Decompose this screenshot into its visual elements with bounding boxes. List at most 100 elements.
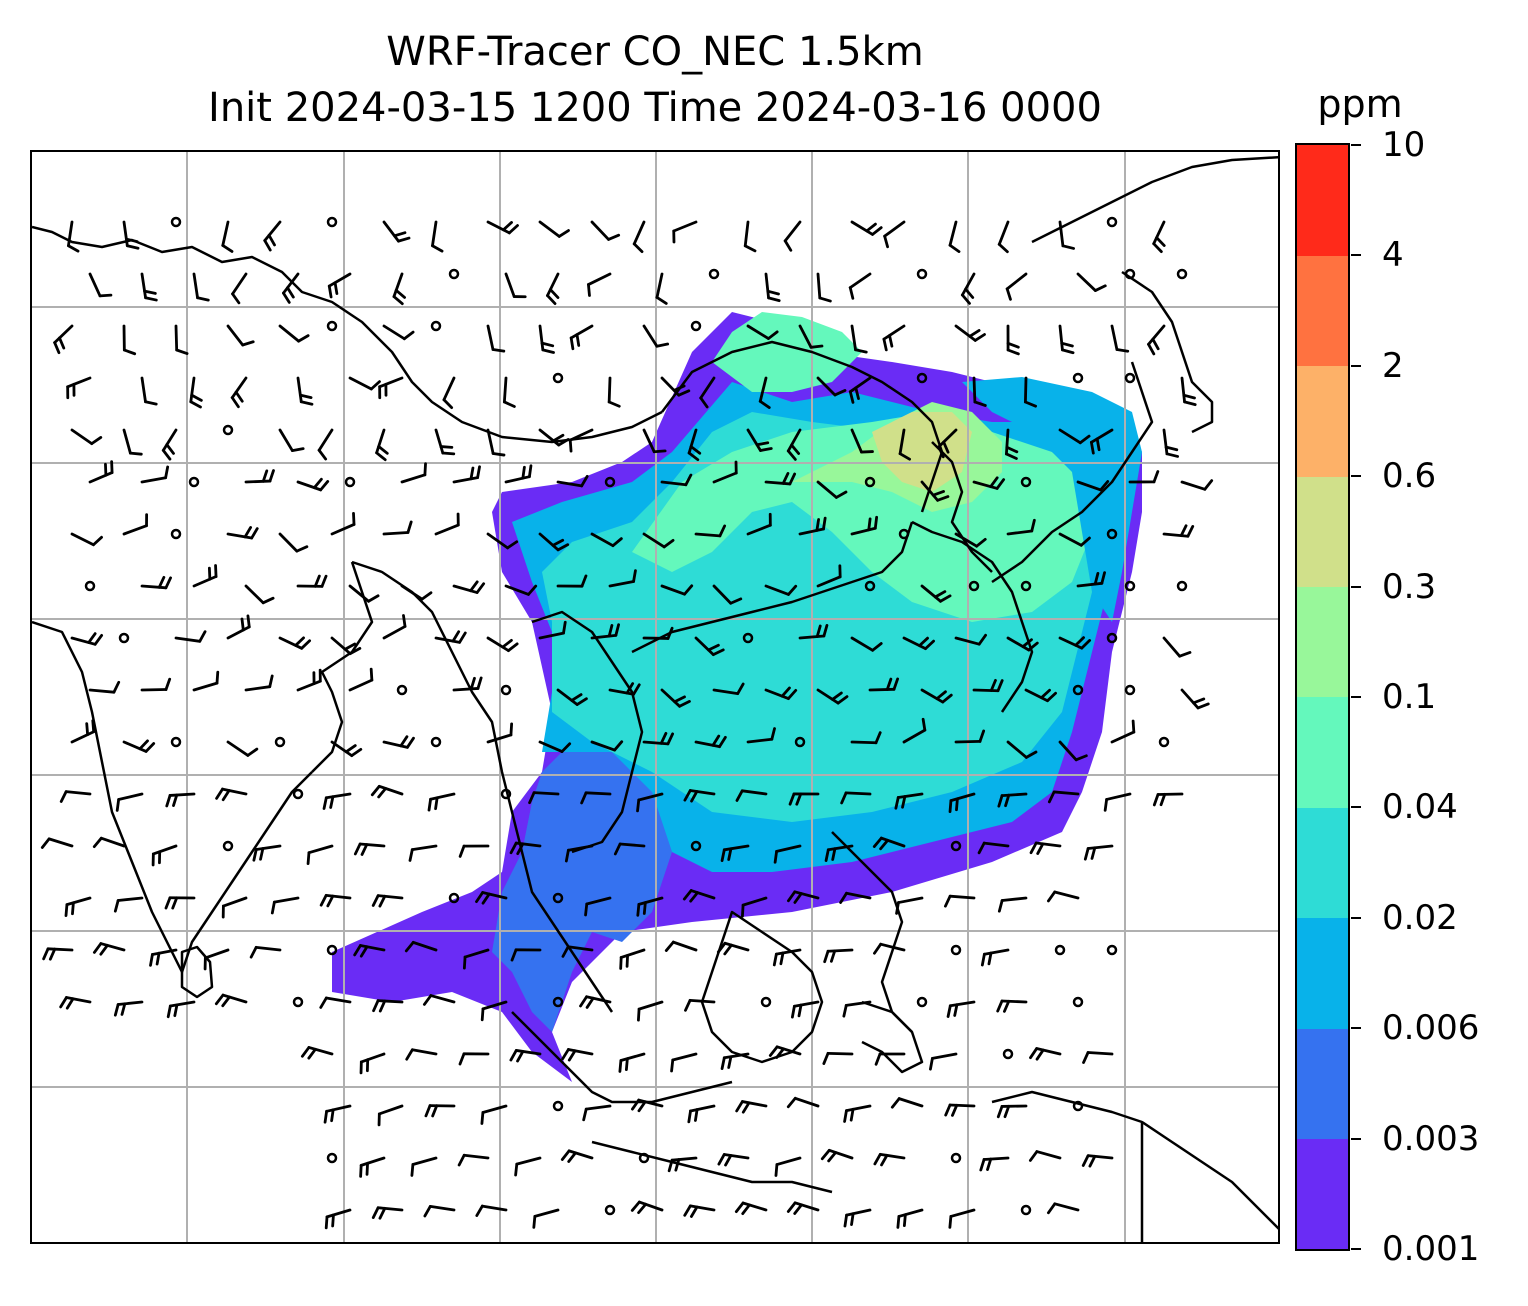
wind-barb bbox=[850, 220, 883, 236]
calm-wind-marker bbox=[222, 424, 234, 436]
wind-barb bbox=[400, 584, 433, 601]
wind-barb bbox=[546, 272, 560, 305]
wind-barb bbox=[694, 636, 725, 657]
wind-barb bbox=[1076, 272, 1107, 292]
wind-barb bbox=[1024, 688, 1057, 703]
wind-barb bbox=[660, 473, 693, 487]
wind-barb bbox=[788, 792, 820, 806]
wind-barb bbox=[1006, 636, 1039, 652]
wind-barb bbox=[348, 376, 381, 391]
wind-barb bbox=[977, 841, 1010, 855]
wind-barb bbox=[538, 428, 570, 447]
calm-wind-marker bbox=[188, 476, 200, 488]
wind-barb bbox=[920, 584, 952, 603]
wind-barb bbox=[192, 272, 210, 302]
wind-barb bbox=[270, 896, 300, 915]
calm-wind-marker bbox=[448, 268, 460, 280]
wind-barb bbox=[1029, 1047, 1062, 1061]
wind-barb bbox=[405, 1048, 438, 1061]
wind-barb bbox=[434, 512, 460, 536]
wind-barb bbox=[370, 784, 404, 799]
wind-barb bbox=[980, 948, 1010, 967]
wind-barb bbox=[954, 324, 986, 342]
wind-barb bbox=[327, 272, 352, 299]
wind-barb bbox=[568, 428, 594, 453]
coast-east-asia-border bbox=[911, 520, 1034, 713]
wind-barb bbox=[504, 272, 527, 299]
wind-barb bbox=[300, 1046, 334, 1060]
calm-wind-marker bbox=[326, 944, 338, 956]
wind-barb bbox=[1005, 428, 1019, 460]
wind-barb bbox=[954, 532, 987, 548]
wind-barb bbox=[1006, 518, 1036, 536]
wind-barb bbox=[1162, 636, 1192, 658]
wind-barb bbox=[996, 999, 1028, 1013]
wind-barb bbox=[972, 376, 987, 407]
wind-barb bbox=[561, 1048, 594, 1062]
coast-srilanka bbox=[180, 945, 214, 999]
wind-barb bbox=[746, 428, 773, 452]
wind-barb bbox=[189, 376, 203, 409]
calm-wind-marker bbox=[898, 528, 910, 540]
wind-barb bbox=[226, 614, 251, 640]
wind-barb bbox=[122, 324, 137, 356]
wind-barb bbox=[282, 272, 300, 304]
wind-barb bbox=[816, 564, 842, 588]
colorbar-unit-label: ppm bbox=[1317, 82, 1403, 126]
wind-barb bbox=[636, 896, 664, 917]
wind-barb bbox=[226, 740, 259, 757]
wind-barb bbox=[166, 1000, 196, 1019]
wind-barb bbox=[972, 476, 1006, 490]
wind-barb bbox=[408, 844, 438, 862]
wind-barb bbox=[1152, 220, 1166, 254]
wind-barb bbox=[816, 272, 832, 303]
wind-barb bbox=[850, 731, 882, 745]
wind-barb bbox=[140, 272, 158, 302]
wind-barb bbox=[790, 1000, 820, 1019]
wind-barb bbox=[88, 680, 121, 694]
wind-barb bbox=[475, 891, 508, 905]
plume-north-tongue bbox=[712, 312, 862, 392]
wind-barb bbox=[70, 719, 96, 744]
colorbar-segment bbox=[1297, 697, 1348, 808]
wind-barb bbox=[88, 460, 114, 484]
wind-barb bbox=[920, 480, 950, 502]
calm-wind-marker bbox=[1176, 580, 1188, 592]
wind-barb bbox=[70, 632, 104, 646]
colorbar-tick-label: 4 bbox=[1382, 235, 1404, 276]
wind-barb bbox=[70, 428, 103, 446]
wind-barb bbox=[774, 1156, 802, 1177]
calm-wind-marker bbox=[1054, 944, 1066, 956]
plume-band-0.003 bbox=[492, 742, 672, 1032]
wind-barb bbox=[842, 1000, 872, 1018]
calm-wind-marker bbox=[1072, 1100, 1084, 1112]
wind-barb bbox=[840, 791, 872, 805]
wind-barb bbox=[431, 220, 444, 253]
colorbar-tick bbox=[1351, 1248, 1361, 1250]
wind-barb bbox=[538, 324, 555, 354]
wind-barb bbox=[618, 1052, 646, 1073]
wind-barb bbox=[798, 324, 824, 349]
map-title-line1: WRF-Tracer CO_NEC 1.5km bbox=[386, 29, 924, 75]
wind-barb bbox=[296, 376, 314, 406]
wind-barb bbox=[1058, 428, 1091, 445]
wind-barb bbox=[382, 324, 415, 341]
wind-barb bbox=[937, 428, 958, 459]
wind-barb bbox=[684, 998, 716, 1012]
wind-barb bbox=[324, 1208, 352, 1230]
coast-india bbox=[32, 620, 313, 974]
wind-barb bbox=[458, 1052, 490, 1066]
wind-barb bbox=[377, 1104, 404, 1127]
wind-barb bbox=[244, 469, 275, 484]
wind-barb bbox=[717, 1153, 750, 1167]
wind-barb bbox=[122, 220, 140, 250]
wind-barb bbox=[816, 376, 847, 397]
wind-barb bbox=[954, 633, 988, 646]
coast-south-china bbox=[631, 521, 914, 654]
wind-barb bbox=[348, 667, 374, 692]
calm-wind-marker bbox=[500, 788, 512, 800]
wind-barb bbox=[161, 428, 178, 461]
wind-barb bbox=[296, 574, 328, 588]
calm-wind-marker bbox=[690, 320, 702, 332]
calm-wind-marker bbox=[326, 1152, 338, 1164]
